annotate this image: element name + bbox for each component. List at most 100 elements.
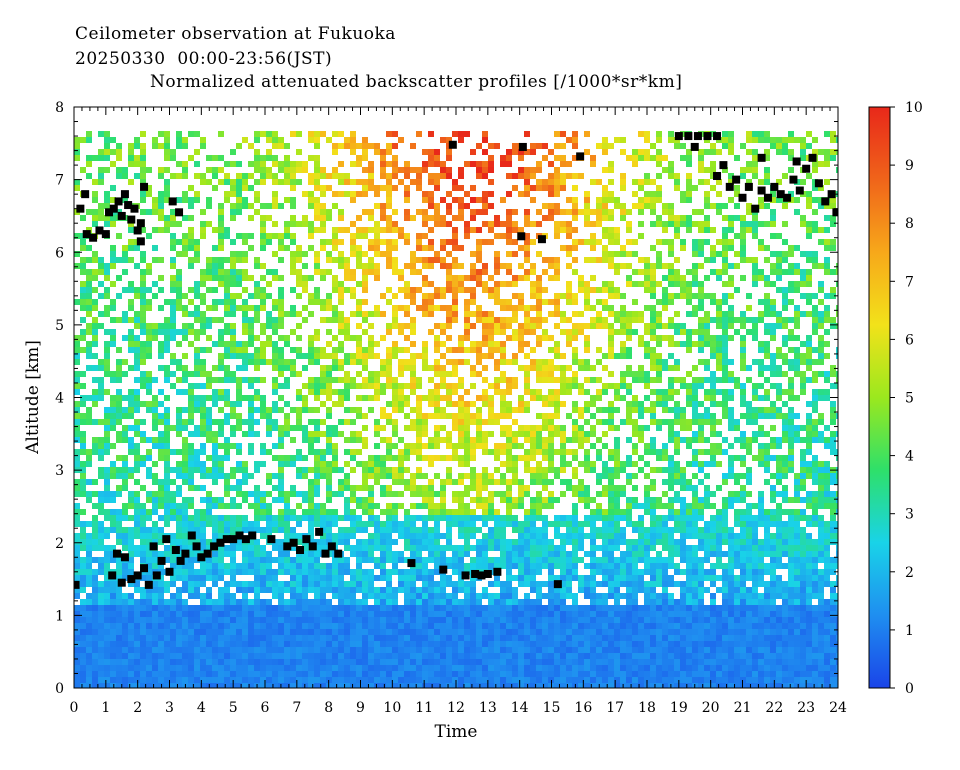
cloud-base-point	[81, 190, 90, 199]
cloud-base-point	[713, 132, 722, 141]
x-tick-label: 7	[292, 700, 301, 716]
cloud-base-point	[517, 232, 526, 241]
cloud-base-point	[725, 182, 734, 191]
x-tick-label: 10	[383, 700, 401, 716]
y-tick-label: 3	[55, 463, 64, 479]
cloud-base-point	[713, 171, 722, 180]
cloud-base-point	[684, 132, 693, 141]
x-tick-label: 21	[734, 700, 752, 716]
x-tick-label: 0	[70, 700, 79, 716]
cloud-base-point	[136, 237, 145, 246]
colorbar-tick-label: 6	[905, 332, 914, 348]
cloud-base-point	[152, 571, 161, 580]
cloud-base-point	[120, 553, 129, 562]
chart-title: Normalized attenuated backscatter profil…	[150, 72, 683, 92]
cloud-base-point	[738, 193, 747, 202]
x-tick-label: 6	[261, 700, 270, 716]
colorbar-tick-label: 5	[905, 391, 914, 407]
cloud-base-point	[168, 197, 177, 206]
x-tick-label: 24	[829, 700, 847, 716]
cloud-base-point	[229, 535, 238, 544]
colorbar-tick-label: 0	[905, 681, 914, 697]
cloud-base-point	[770, 182, 779, 191]
cloud-base-point	[140, 182, 149, 191]
x-axis: 0 1 2 3 4 5 6 7 8 9 10 11 12 13 14 15 16 17 18 19 20 21 22 23 24	[70, 107, 847, 716]
cloud-base-point	[76, 204, 85, 213]
x-tick-label: 3	[165, 700, 174, 716]
cloud-base-point	[461, 571, 470, 580]
cloud-base-point	[140, 564, 149, 573]
cloud-base-point	[537, 235, 546, 244]
cloud-base-point	[732, 175, 741, 184]
colorbar-tick-label: 9	[905, 158, 914, 174]
backscatter-heatmap	[74, 131, 838, 688]
cloud-base-point	[334, 549, 343, 558]
cloud-base-point	[744, 182, 753, 191]
y-tick-label: 5	[55, 318, 64, 334]
x-tick-label: 19	[670, 700, 688, 716]
cloud-base-point	[162, 535, 171, 544]
colorbar-tick-label: 10	[905, 100, 923, 116]
cloud-base-point	[792, 157, 801, 166]
y-axis-label: Altitude [km]	[23, 340, 43, 455]
x-tick-label: 13	[479, 700, 497, 716]
cloud-base-point	[808, 153, 817, 162]
cloud-base-point	[832, 208, 838, 217]
y-tick-label: 6	[55, 245, 64, 261]
cloud-base-point	[493, 567, 502, 576]
cloud-base-point	[327, 542, 336, 551]
cloud-base-point	[439, 565, 448, 574]
cloud-base-point	[127, 575, 136, 584]
y-tick-label: 8	[55, 100, 64, 116]
x-tick-label: 17	[606, 700, 624, 716]
cloud-base-point	[289, 538, 298, 547]
cloud-base-point	[89, 233, 98, 242]
x-tick-label: 23	[797, 700, 815, 716]
cloud-base-point	[109, 204, 118, 213]
y-tick-label: 7	[55, 173, 64, 189]
cloud-base-point	[192, 542, 201, 551]
cloud-base-point	[144, 580, 153, 589]
cloud-base-point	[674, 132, 683, 141]
cloud-base-point	[763, 193, 772, 202]
cloud-base-point	[267, 535, 276, 544]
cloud-base-point	[518, 142, 527, 151]
colorbar-tick-label: 3	[905, 507, 914, 523]
cloud-base-point	[74, 580, 80, 589]
colorbar	[869, 107, 890, 688]
cloud-base-point	[171, 546, 180, 555]
x-tick-label: 9	[356, 700, 365, 716]
cloud-base-point	[181, 549, 190, 558]
colorbar-tick-label: 1	[905, 623, 914, 639]
cloud-base-point	[719, 161, 728, 170]
cloud-base-point	[101, 230, 110, 239]
cloud-base-point	[821, 197, 830, 206]
date-time-range: 20250330 00:00-23:56(JST)	[75, 49, 333, 69]
cloud-base-point	[124, 201, 133, 210]
cloud-base-point	[241, 535, 250, 544]
x-tick-label: 16	[574, 700, 592, 716]
cloud-base-point	[827, 190, 836, 199]
cloud-base-point	[117, 211, 126, 220]
cloud-base-point	[222, 535, 231, 544]
cloud-base-point	[157, 556, 166, 565]
x-tick-label: 4	[197, 700, 206, 716]
x-tick-label: 18	[638, 700, 656, 716]
x-tick-label: 15	[543, 700, 561, 716]
cloud-base-point	[248, 531, 257, 540]
x-tick-label: 20	[702, 700, 720, 716]
colorbar-tick-label: 8	[905, 216, 914, 232]
cloud-base-point	[175, 208, 184, 217]
x-tick-label: 11	[415, 700, 433, 716]
cloud-base-point	[165, 567, 174, 576]
cloud-base-point	[197, 553, 206, 562]
cloud-base-point	[117, 578, 126, 587]
cloud-base-point	[133, 226, 142, 235]
cloud-base-point	[108, 571, 117, 580]
x-tick-label: 12	[447, 700, 465, 716]
y-tick-label: 1	[55, 608, 64, 624]
colorbar-ticks: 0 1 2 3 4 5 6 7 8 9 10	[890, 100, 923, 697]
station-title: Ceilometer observation at Fukuoka	[75, 24, 396, 44]
cloud-base-point	[576, 152, 585, 161]
colorbar-tick-label: 7	[905, 274, 914, 290]
